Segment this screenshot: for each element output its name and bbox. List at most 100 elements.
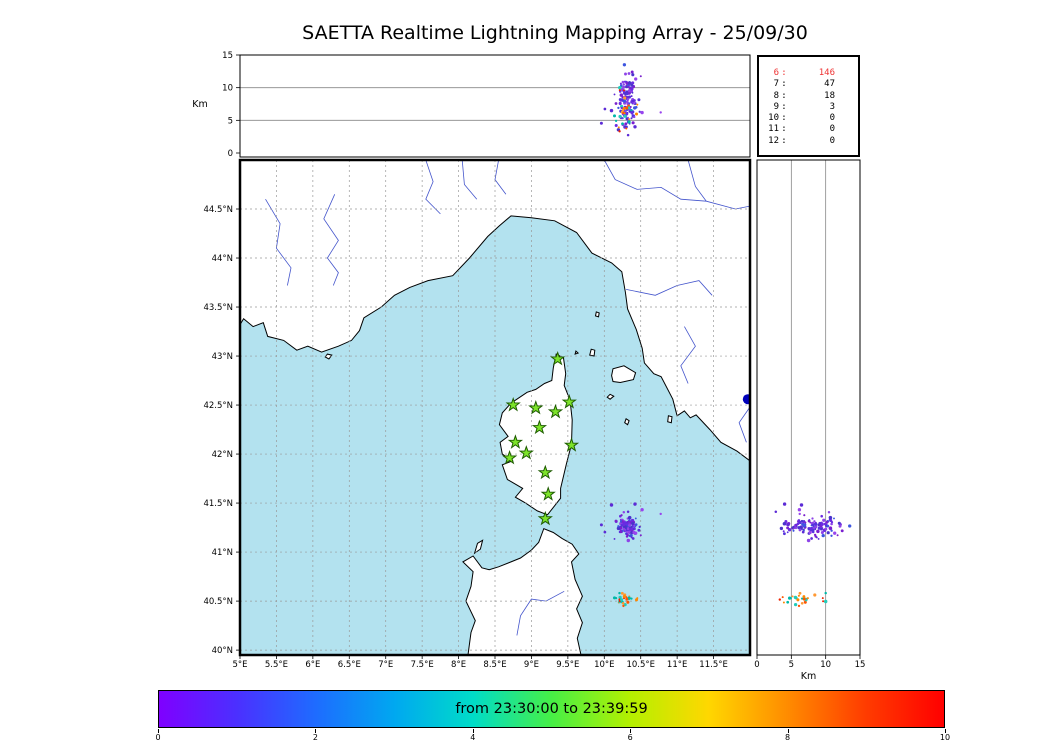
station-count-row: 6: 146 (759, 68, 858, 79)
tick-label: 8.5°E (483, 660, 506, 670)
station-star-marker (550, 350, 566, 366)
tick-label: 15 (855, 660, 866, 670)
colon-separator: : (781, 135, 787, 146)
colorbar-tick-mark (945, 729, 946, 733)
tick-label: Km (192, 99, 207, 110)
station-count-label: 7 (773, 79, 779, 90)
station-count-value: 0 (829, 135, 835, 146)
colorbar-tick-label: 6 (627, 733, 633, 742)
tick-label: 44.5°N (203, 205, 233, 215)
river-line (687, 160, 707, 202)
tick-label: 7°E (378, 660, 393, 670)
station-count-row: 11: 0 (759, 124, 858, 135)
station-count-panel: 6: 146 7: 47 8: 18 9: 3 10: 0 11: 0 12: 0 (757, 55, 860, 157)
colorbar-tick-label: 4 (470, 733, 476, 742)
dense-source-blob (742, 394, 750, 405)
tick-label: 11°E (667, 660, 687, 670)
station-count-label: 6 (773, 68, 779, 78)
colon-separator: : (781, 124, 787, 135)
colorbar-tick-label: 8 (785, 733, 791, 742)
tick-label: 8°E (451, 660, 466, 670)
tick-label: 11.5°E (699, 660, 728, 670)
page-title: SAETTA Realtime Lightning Mapping Array … (302, 22, 808, 44)
station-count-row: 7: 47 (759, 79, 858, 90)
lightning-points-lat-alt (774, 502, 852, 608)
station-star-marker (540, 486, 556, 501)
tick-label: 10 (222, 84, 233, 94)
river-line (425, 160, 441, 215)
station-count-value: 18 (824, 90, 835, 101)
axis-labels: 5°E 5.5°E 6°E 6.5°E 7°E 7.5°E 8°E 8.5°E 9°E 9.5°E… (192, 51, 865, 682)
tick-label: 5°E (232, 660, 247, 670)
top-panel-border (239, 54, 751, 158)
river-line (461, 160, 478, 200)
island-montecristo (624, 418, 630, 426)
tick-label: 5 (789, 660, 794, 670)
station-star-marker (563, 437, 580, 452)
island-giraglia (574, 350, 580, 355)
station-count-value: 0 (829, 113, 835, 124)
island-porquerolles (324, 353, 333, 360)
river-line (738, 406, 750, 443)
tick-label: 6.5°E (338, 660, 361, 670)
colon-separator: : (781, 113, 787, 124)
station-star-marker (561, 394, 577, 409)
station-star-marker (528, 399, 544, 415)
colorbar-tick-mark (630, 729, 632, 733)
station-count-label: 9 (773, 101, 779, 112)
station-star-marker (507, 434, 524, 449)
tick-label: 42.5°N (203, 401, 233, 411)
station-count-row: 8: 18 (759, 91, 858, 102)
station-count-row: 10: 0 (759, 113, 858, 124)
station-star-marker (537, 510, 553, 526)
river-line (516, 590, 565, 636)
station-star-marker (505, 396, 521, 412)
colorbar-tick-mark (472, 729, 474, 733)
tick-label: 40.5°N (203, 597, 233, 607)
tick-label: 5.5°E (265, 660, 288, 670)
altitude-longitude-panel (240, 55, 750, 157)
river-line (494, 160, 507, 195)
tick-label: 9.5°E (556, 660, 579, 670)
map-gridlines (240, 160, 750, 655)
station-count-value: 3 (829, 101, 835, 112)
lightning-points-map (599, 394, 750, 608)
station-count-value: 146 (818, 68, 835, 78)
lightning-points-lon-alt (599, 63, 662, 137)
station-count-value: 0 (829, 124, 835, 135)
station-count-row: 12: 0 (759, 136, 858, 147)
station-count-row: 9: 3 (759, 102, 858, 113)
stations-group (501, 350, 580, 526)
tick-label: 10 (820, 660, 831, 670)
tick-label: 40°N (212, 646, 233, 656)
tick-label: 43.5°N (203, 303, 233, 313)
island-capraia (589, 348, 596, 357)
island-gorgona (594, 311, 600, 318)
river-line (265, 198, 292, 286)
island-giglio (667, 415, 673, 424)
station-count-label: 8 (773, 90, 779, 101)
tick-label: 10°E (594, 660, 614, 670)
tick-label: 0 (754, 660, 759, 670)
tick-label: 41.5°N (203, 499, 233, 509)
island-asinara (473, 539, 484, 555)
map-panel (240, 160, 750, 655)
tick-label: 7.5°E (411, 660, 434, 670)
station-star-marker (547, 403, 564, 419)
station-star-marker (531, 419, 548, 435)
tick-label: 0 (228, 149, 233, 159)
tick-label: 41°N (212, 548, 233, 558)
river-line (603, 160, 750, 210)
tick-label: 5 (228, 116, 233, 126)
station-star-marker (537, 464, 553, 480)
island-elba (611, 365, 637, 384)
colon-separator: : (781, 68, 787, 78)
island-pianosa (606, 393, 615, 400)
tick-label: 42°N (212, 450, 233, 460)
colorbar-tick-label: 2 (312, 733, 318, 742)
station-count-label: 11 (768, 124, 779, 135)
colorbar-tick-label: 0 (155, 733, 161, 742)
tick-label: 15 (222, 51, 233, 61)
